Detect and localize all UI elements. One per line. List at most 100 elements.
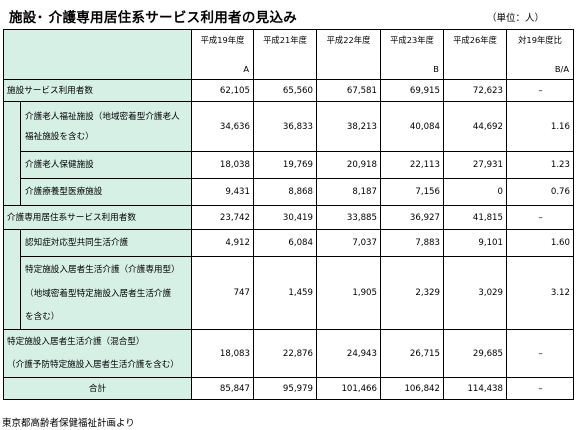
table-row: 施設サービス利用者数 62,105 65,560 67,581 69,915 7…: [3, 79, 574, 102]
indent-spacer: [3, 101, 21, 206]
cell-value: 7,883: [380, 229, 444, 257]
unit-label: （単位：人）: [487, 13, 545, 24]
cell-ratio: –: [506, 329, 574, 378]
cell-ratio: 3.12: [506, 256, 574, 330]
cell-value: 7,037: [316, 229, 381, 257]
row-label: 介護専用居住系サービス利用者数: [3, 205, 192, 230]
cell-value: 24,943: [316, 329, 381, 378]
table-row: 介護療養型医療施設 9,431 8,868 8,187 7,156 0 0.76: [4, 178, 574, 206]
cell-value: 44,692: [443, 101, 507, 152]
cell-value: 95,979: [253, 377, 317, 400]
cell-value: 9,101: [443, 229, 507, 257]
table-row: 介護老人福祉施設（地域密着型介護老人 福祉施設を含む） 34,636 36,833…: [3, 101, 574, 206]
table-row: 介護専用居住系サービス利用者数 23,742 30,419 33,885 36,…: [3, 205, 574, 230]
cell-value: 40,084: [380, 101, 444, 152]
header-year: 平成26年度: [453, 35, 497, 45]
cell-value: 65,560: [253, 79, 317, 102]
header-year: 平成22年度: [326, 35, 371, 45]
row-label-line: 合計: [88, 383, 107, 394]
cell-value: 41,815: [443, 205, 507, 230]
row-label: 介護老人保健施設: [20, 151, 192, 179]
header-cell: 平成22年度: [316, 29, 381, 80]
cell-value: 6,084: [253, 229, 317, 257]
cell-value: 20,918: [316, 151, 381, 179]
cell-value: 8,187: [316, 178, 381, 206]
cell-value: 1,459: [253, 256, 317, 330]
cell-value: 747: [191, 256, 254, 330]
table-row: 介護老人保健施設 18,038 19,769 20,918 22,113 27,…: [4, 151, 574, 179]
table-row: 特定施設入居者生活介護（混合型） （介護予防特定施設入居者生活介護を含む） 18,…: [3, 329, 574, 378]
cell-ratio: 1.60: [506, 229, 574, 257]
cell-value: 7,156: [380, 178, 444, 206]
cell-value: 30,419: [253, 205, 317, 230]
row-label: 介護老人福祉施設（地域密着型介護老人 福祉施設を含む）: [20, 101, 192, 152]
header-cell: 平成26年度: [443, 29, 507, 80]
row-label: 認知症対応型共同生活介護: [20, 229, 192, 257]
row-label-line: 介護老人福祉施設（地域密着型介護老人: [25, 111, 180, 122]
row-label-line: を含む）: [25, 312, 60, 322]
cell-ratio: 0.76: [506, 178, 574, 206]
row-label-line: 特定施設入居者生活介護（混合型）: [7, 336, 145, 347]
cell-value: 34,636: [191, 101, 254, 152]
header-key: B: [433, 64, 439, 74]
cell-value: 1,905: [316, 256, 381, 330]
cell-ratio: 1.16: [506, 101, 574, 152]
cell-value: 8,868: [253, 178, 317, 206]
cell-value: 106,842: [380, 377, 444, 400]
page-title: 施設･ 介護専用居住系サービス利用者の見込み: [9, 10, 298, 26]
cell-ratio: –: [506, 205, 574, 230]
row-label-line: 施設サービス利用者数: [7, 85, 93, 96]
cell-value: 18,038: [191, 151, 254, 179]
cell-value: 29,685: [443, 329, 507, 378]
cell-value: 26,715: [380, 329, 444, 378]
cell-value: 38,213: [316, 101, 381, 152]
row-label: 特定施設入居者生活介護（混合型） （介護予防特定施設入居者生活介護を含む）: [3, 329, 192, 378]
header-year: 平成23年度: [390, 35, 434, 45]
cell-ratio: –: [506, 377, 574, 400]
cell-value: 101,466: [316, 377, 381, 400]
row-label-line: 福祉施設を含む）: [25, 131, 94, 142]
table-row: 特定施設入居者生活介護（介護専用型） （地域密着型特定施設入居者生活介護 を含む） …: [4, 256, 574, 330]
row-label: 介護療養型医療施設: [20, 178, 192, 206]
cell-value: 27,931: [443, 151, 507, 179]
cell-value: 36,927: [380, 205, 444, 230]
row-label-line: 特定施設入居者生活介護（介護専用型）: [25, 265, 180, 275]
header-cell: 平成21年度: [253, 29, 317, 80]
header-year: 対19年度比: [518, 35, 562, 45]
cell-value: 0: [443, 178, 507, 206]
cell-value: 62,105: [191, 79, 254, 102]
header-key: A: [243, 64, 249, 74]
row-label: 特定施設入居者生活介護（介護専用型） （地域密着型特定施設入居者生活介護 を含む）: [20, 256, 192, 330]
cell-value: 3,029: [443, 256, 507, 330]
cell-value: 69,915: [380, 79, 444, 102]
header-cell: 対19年度比 B/A: [506, 29, 574, 80]
header-year: 平成19年度: [200, 35, 245, 45]
cell-value: 2,329: [380, 256, 444, 330]
row-label-line: 介護療養型医療施設: [25, 187, 103, 197]
cell-value: 67,581: [316, 79, 381, 102]
indent-spacer: [3, 229, 21, 330]
row-label: 合計: [3, 377, 192, 400]
cell-value: 19,769: [253, 151, 317, 179]
cell-value: 72,623: [443, 79, 507, 102]
row-label-line: 介護専用居住系サービス利用者数: [7, 212, 136, 223]
cell-value: 33,885: [316, 205, 381, 230]
row-label-line: （介護予防特定施設入居者生活介護を含む）: [7, 359, 179, 370]
table-row: 認知症対応型共同生活介護 4,912 6,084 7,037 7,883 9,1…: [3, 229, 574, 330]
row-label-line: （地域密着型特定施設入居者生活介護: [25, 289, 172, 299]
cell-ratio: –: [506, 79, 574, 102]
row-label-line: 介護老人保健施設: [25, 160, 94, 170]
cell-value: 22,876: [253, 329, 317, 378]
cell-value: 36,833: [253, 101, 317, 152]
header-cell: 平成23年度 B: [380, 29, 444, 80]
header-cell: 平成19年度 A: [191, 29, 254, 80]
cell-ratio: 1.23: [506, 151, 574, 179]
row-label: 施設サービス利用者数: [3, 79, 192, 102]
header-key: B/A: [554, 64, 569, 74]
cell-value: 18,083: [191, 329, 254, 378]
header-corner: [3, 29, 192, 80]
cell-value: 9,431: [191, 178, 254, 206]
header-row: 平成19年度 A 平成21年度 平成22年度 平成23年度 B 平成26年度 対19…: [3, 29, 574, 80]
row-label-line: 認知症対応型共同生活介護: [25, 238, 129, 248]
cell-value: 114,438: [443, 377, 507, 400]
